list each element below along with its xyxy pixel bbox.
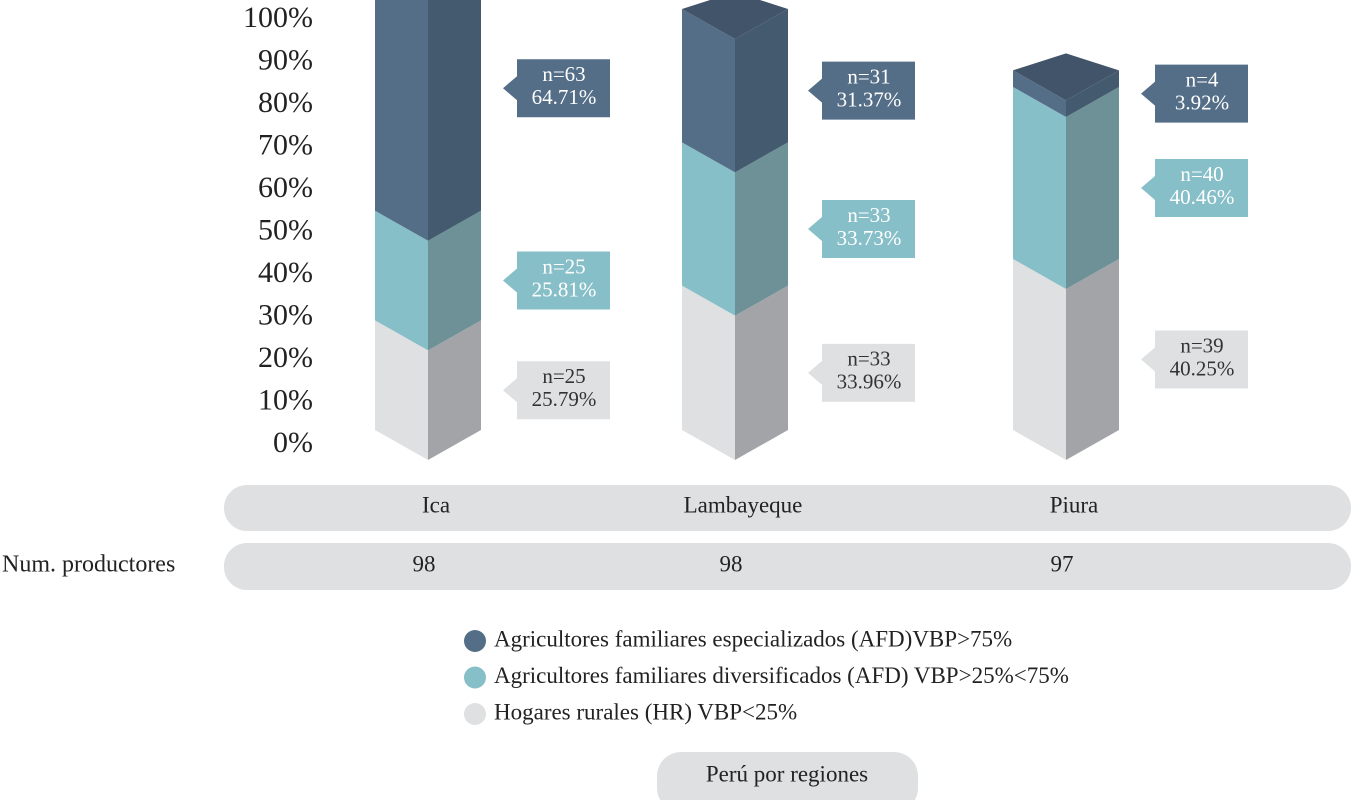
bar-segment [682, 8, 788, 173]
bar-segment [682, 142, 788, 316]
producers-label: Num. productores [2, 552, 175, 578]
callout [503, 251, 610, 310]
bar-segment [682, 285, 788, 460]
n-label: n=33 [847, 347, 890, 371]
value-label: 31.37% [837, 87, 902, 111]
value-label: 3.92% [1175, 90, 1229, 114]
y-tick-label: 30% [258, 298, 313, 331]
n-label: n=25 [542, 364, 585, 388]
producers-value: 98 [720, 551, 743, 576]
y-tick-label: 100% [243, 1, 313, 34]
bar-face-right [735, 285, 788, 460]
bar-top [682, 0, 788, 39]
bar-face-right [735, 142, 788, 316]
y-tick-label: 90% [258, 43, 313, 76]
bar-face-left [682, 142, 735, 316]
bar-face-right [735, 8, 788, 173]
n-label: n=40 [1180, 162, 1223, 186]
x-tick-label: Lambayeque [684, 492, 803, 517]
bar-segment [375, 210, 481, 351]
region-button[interactable] [657, 752, 918, 800]
callout [1141, 330, 1248, 389]
bar-segment [1013, 86, 1119, 289]
bar-face-right [1066, 86, 1119, 289]
bar-face-left [1013, 70, 1066, 117]
value-label: 33.96% [837, 370, 902, 394]
y-tick-label: 80% [258, 86, 313, 119]
legend-label: Agricultores familiares diversificados (… [494, 663, 1069, 688]
bar-segment [375, 320, 481, 460]
y-tick-label: 40% [258, 256, 313, 289]
legend-swatch [464, 630, 486, 652]
bar-face-left [682, 8, 735, 173]
value-label: 40.46% [1170, 185, 1235, 209]
value-label: 64.71% [532, 85, 597, 109]
n-label: n=39 [1180, 333, 1223, 357]
callout [808, 61, 915, 120]
callout [503, 361, 610, 420]
bar-face-right [428, 0, 481, 241]
n-label: n=33 [847, 203, 890, 227]
bar-segment [375, 0, 481, 241]
producers-value: 97 [1051, 551, 1074, 576]
bar-segment [1013, 70, 1119, 117]
n-label: n=63 [542, 62, 585, 86]
legend-label: Hogares rurales (HR) VBP<25% [494, 699, 797, 724]
x-tick-label: Ica [422, 492, 450, 517]
value-label: 25.81% [532, 277, 597, 301]
bar-face-left [375, 210, 428, 351]
bar-face-left [375, 320, 428, 460]
bar-segment [1013, 258, 1119, 460]
callout [1141, 64, 1248, 123]
bar-face-left [1013, 86, 1066, 289]
bar-face-right [428, 320, 481, 460]
y-tick-label: 20% [258, 341, 313, 374]
bar-face-right [1066, 70, 1119, 117]
y-tick-label: 70% [258, 128, 313, 161]
y-tick-label: 60% [258, 171, 313, 204]
y-tick-label: 50% [258, 213, 313, 246]
y-tick-label: 0% [273, 426, 313, 459]
bar-top [1013, 53, 1119, 101]
bar-face-right [1066, 258, 1119, 460]
callout [808, 343, 915, 402]
producers-band [224, 543, 1351, 590]
legend-swatch [464, 703, 486, 725]
n-label: n=31 [847, 64, 890, 88]
value-label: 25.79% [532, 387, 597, 411]
bar-face-left [1013, 258, 1066, 460]
n-label: n=4 [1186, 67, 1219, 91]
legend-label: Agricultores familiares especializados (… [494, 626, 1012, 651]
bar-face-right [428, 210, 481, 351]
bar-face-left [375, 0, 428, 241]
n-label: n=25 [542, 254, 585, 278]
button-label[interactable]: Perú por regiones [706, 761, 868, 786]
producers-value: 98 [413, 551, 436, 576]
x-tick-label: Piura [1050, 492, 1099, 517]
legend-swatch [464, 666, 486, 689]
value-label: 40.25% [1170, 356, 1235, 380]
bar-face-left [682, 285, 735, 460]
callout [808, 199, 915, 258]
y-tick-label: 10% [258, 383, 313, 416]
value-label: 33.73% [837, 226, 902, 250]
callout [1141, 158, 1248, 217]
category-band [224, 485, 1351, 531]
callout [503, 59, 610, 118]
